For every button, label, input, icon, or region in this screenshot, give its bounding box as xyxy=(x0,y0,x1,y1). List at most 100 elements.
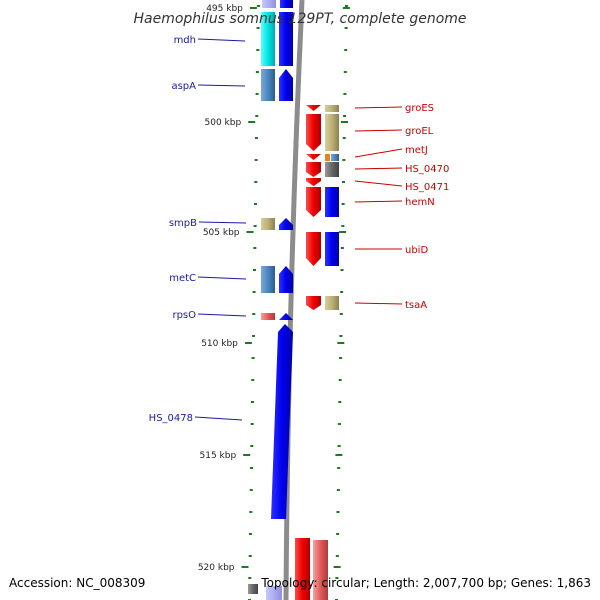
gene-label-HS_0478[interactable]: HS_0478 xyxy=(149,413,193,424)
major-tick xyxy=(339,231,347,233)
minor-tick xyxy=(249,533,252,535)
gene-label-groEL[interactable]: groEL xyxy=(405,126,434,137)
minor-tick xyxy=(339,357,343,359)
gene-label-lines xyxy=(194,38,403,421)
gene-tsaA-block xyxy=(325,296,339,310)
kbp-label: 520 kbp xyxy=(198,563,235,573)
leader-line xyxy=(354,106,403,109)
major-tick xyxy=(341,121,348,123)
major-tick xyxy=(246,231,254,233)
major-tick xyxy=(335,454,343,456)
gene-label-HS_0471[interactable]: HS_0471 xyxy=(405,182,449,193)
gene-feature xyxy=(306,296,321,310)
leader-line xyxy=(354,129,403,132)
major-tick xyxy=(333,566,341,568)
minor-tick xyxy=(252,335,255,337)
minor-tick xyxy=(343,71,347,73)
minor-tick xyxy=(248,555,252,557)
gene-feature xyxy=(325,154,330,161)
gene-label-metJ[interactable]: metJ xyxy=(405,145,428,156)
minor-tick xyxy=(253,269,256,271)
minor-tick xyxy=(254,137,258,139)
minor-tick xyxy=(254,181,258,183)
gene-label-smpB[interactable]: smpB xyxy=(169,218,197,229)
gene-rpsO-block xyxy=(261,313,275,320)
minor-tick xyxy=(253,247,257,249)
minor-tick xyxy=(248,577,252,579)
gene-HS_0478-block xyxy=(271,324,293,519)
gene-label-rpsO[interactable]: rpsO xyxy=(172,310,196,321)
minor-tick xyxy=(256,5,260,7)
map-title: Haemophilus somnus 129PT, complete genom… xyxy=(133,11,466,27)
leader-line xyxy=(354,180,403,187)
leader-line xyxy=(354,200,403,203)
minor-tick xyxy=(336,533,340,535)
kbp-label: 495 kbp xyxy=(206,4,243,14)
gene-feature xyxy=(279,69,293,101)
minor-tick xyxy=(254,159,258,161)
minor-tick xyxy=(250,445,254,447)
minor-tick xyxy=(249,489,253,491)
gene-label-hemN[interactable]: hemN xyxy=(405,197,435,208)
gene-features xyxy=(248,0,339,600)
gene-feature xyxy=(306,154,321,160)
minor-tick xyxy=(342,181,345,183)
minor-tick xyxy=(254,203,257,205)
gene-feature xyxy=(262,0,276,8)
major-tick xyxy=(243,454,251,456)
gene-feature xyxy=(279,266,293,293)
gene-label-ubiD[interactable]: ubiD xyxy=(405,245,428,256)
gene-HS_0471-block xyxy=(306,178,321,186)
leader-line xyxy=(197,313,247,317)
gene-label-groES[interactable]: groES xyxy=(405,103,434,114)
gene-feature xyxy=(279,12,293,66)
major-tick xyxy=(248,121,256,123)
leader-line xyxy=(354,148,403,158)
minor-tick xyxy=(252,313,256,315)
minor-tick xyxy=(337,467,341,469)
gene-label-aspA[interactable]: aspA xyxy=(171,81,196,92)
kbp-label: 505 kbp xyxy=(203,228,240,238)
minor-tick xyxy=(338,379,342,381)
minor-tick xyxy=(256,27,260,29)
minor-tick xyxy=(339,313,343,315)
kbp-label: 510 kbp xyxy=(201,339,238,349)
minor-tick xyxy=(251,357,255,359)
gene-feature xyxy=(306,187,321,217)
major-tick xyxy=(244,342,252,344)
minor-tick xyxy=(337,423,341,425)
minor-tick xyxy=(252,291,256,293)
gene-label-tsaA[interactable]: tsaA xyxy=(405,300,427,311)
gene-feature xyxy=(266,586,282,600)
kbp-scale: 495 kbp 500 kbp 505 kbp 510 kbp 515 kbp 520 k… xyxy=(198,4,350,573)
leader-line xyxy=(354,167,403,170)
major-tick xyxy=(241,566,249,568)
gene-label-mdh[interactable]: mdh xyxy=(174,35,196,46)
minor-tick xyxy=(251,401,254,403)
gene-label-HS_0470[interactable]: HS_0470 xyxy=(405,164,449,175)
minor-tick xyxy=(340,291,344,293)
minor-tick xyxy=(255,115,259,117)
minor-tick xyxy=(250,467,253,469)
gene-smpB-block xyxy=(261,218,275,230)
minor-tick xyxy=(340,247,344,249)
minor-tick xyxy=(343,93,347,95)
minor-tick xyxy=(253,225,257,227)
minor-tick xyxy=(256,49,260,51)
minor-tick xyxy=(342,137,346,139)
minor-tick xyxy=(336,489,340,491)
gene-label-metC[interactable]: metC xyxy=(169,273,196,284)
major-tick xyxy=(342,7,350,9)
gene-feature xyxy=(306,232,321,266)
minor-tick xyxy=(339,335,343,337)
minor-tick xyxy=(251,379,255,381)
gene-hemN-block xyxy=(325,187,339,217)
gene-feature xyxy=(313,540,328,600)
gene-feature xyxy=(279,218,293,230)
gene-labels: mdh aspA smpB metC rpsO HS_0478 groES gr… xyxy=(149,35,450,424)
leader-line xyxy=(197,84,246,87)
minor-tick xyxy=(340,269,344,271)
gene-groES-block xyxy=(325,105,339,112)
topology-summary: Topology: circular; Length: 2,007,700 bp… xyxy=(260,576,591,590)
gene-feature xyxy=(306,162,321,177)
